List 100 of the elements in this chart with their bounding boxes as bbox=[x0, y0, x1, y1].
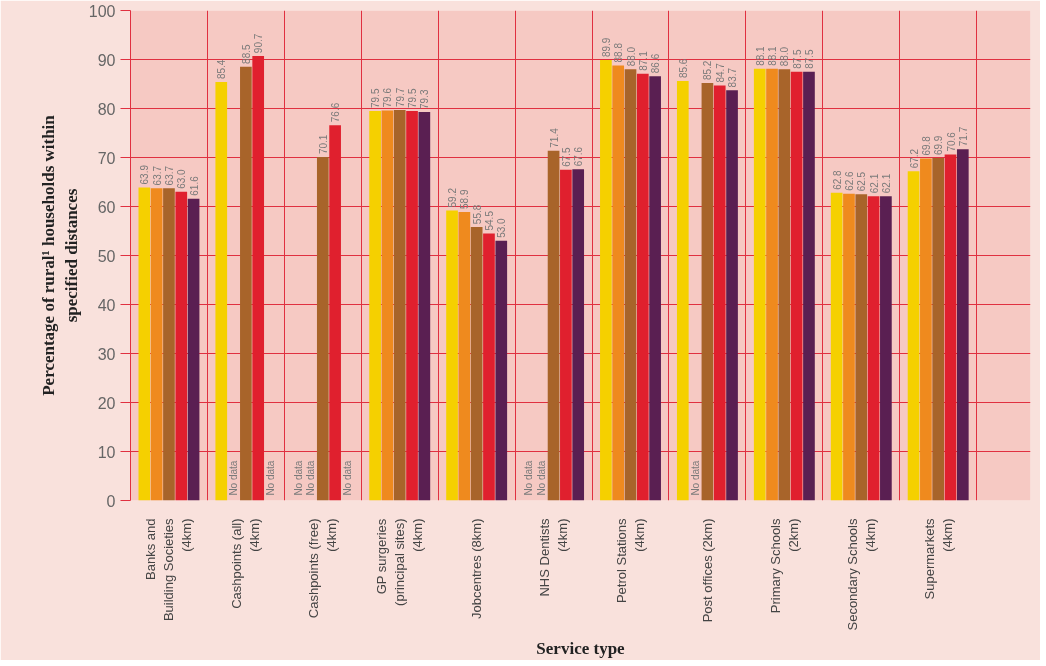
text: No data bbox=[305, 460, 316, 496]
bar bbox=[649, 76, 661, 501]
data-label: 85.4 bbox=[216, 59, 228, 80]
x-tick-label: Petrol Stations (4km) bbox=[614, 518, 647, 604]
bar bbox=[393, 109, 406, 501]
text: No data bbox=[523, 460, 535, 496]
data-label: 83.7 bbox=[727, 67, 739, 88]
bar bbox=[753, 68, 766, 501]
data-label: 79.7 bbox=[394, 87, 406, 108]
data-label: 87.5 bbox=[791, 48, 803, 69]
data-label: 87.5 bbox=[803, 48, 815, 69]
y-tick-label: 10 bbox=[97, 443, 116, 461]
bar bbox=[329, 125, 341, 501]
data-label: 63.0 bbox=[176, 168, 188, 189]
y-tick-label: 20 bbox=[97, 394, 116, 412]
bar bbox=[446, 210, 458, 501]
bar bbox=[880, 196, 892, 501]
data-label: 55.8 bbox=[471, 204, 483, 225]
text: No data bbox=[265, 460, 276, 496]
bar bbox=[612, 65, 625, 501]
data-label: 69.8 bbox=[920, 135, 932, 156]
x-axis-title: Service type bbox=[536, 638, 626, 658]
data-label: 79.5 bbox=[370, 88, 382, 109]
text: No data bbox=[292, 460, 304, 496]
y-tick-label: 80 bbox=[97, 100, 116, 118]
bar bbox=[215, 82, 228, 501]
data-label: 67.5 bbox=[560, 146, 572, 167]
y-tick-label: 70 bbox=[97, 149, 116, 167]
data-label: 88.1 bbox=[767, 45, 779, 66]
y-tick-label: 30 bbox=[97, 345, 116, 363]
data-label: 76.6 bbox=[330, 102, 342, 123]
data-label: 90.7 bbox=[253, 33, 265, 54]
data-label: 88.8 bbox=[613, 42, 625, 63]
data-label: 85.6 bbox=[677, 58, 689, 79]
data-label: 86.6 bbox=[650, 53, 662, 74]
data-label: 88.5 bbox=[240, 44, 252, 64]
bar bbox=[150, 188, 163, 501]
x-tick-label: Cashpoints (free) (4km) bbox=[306, 518, 340, 619]
y-tick-label: 0 bbox=[106, 492, 116, 510]
data-label: 63.7 bbox=[151, 165, 163, 186]
data-label: 58.9 bbox=[459, 189, 471, 209]
data-label: 67.6 bbox=[573, 146, 585, 167]
bar bbox=[418, 111, 431, 501]
text: No data bbox=[535, 460, 547, 496]
bar bbox=[778, 69, 791, 501]
bar bbox=[458, 211, 471, 501]
data-label: 70.1 bbox=[317, 134, 329, 155]
bar bbox=[855, 194, 868, 501]
data-label: 70.6 bbox=[945, 131, 957, 152]
y-tick-label: 40 bbox=[97, 296, 116, 314]
bar bbox=[624, 69, 637, 501]
data-label: 87.1 bbox=[637, 50, 649, 71]
data-label: 85.2 bbox=[702, 60, 714, 81]
bar bbox=[944, 154, 957, 501]
text: No data bbox=[228, 460, 240, 496]
bar bbox=[830, 192, 843, 501]
bar bbox=[766, 68, 778, 501]
bar bbox=[406, 110, 418, 501]
bar bbox=[676, 81, 689, 501]
data-label: 88.0 bbox=[625, 46, 637, 67]
x-tick-label: GP surgeries (principal sites) (4km) bbox=[374, 518, 426, 606]
data-label: 79.3 bbox=[419, 89, 431, 109]
data-label: 84.7 bbox=[714, 62, 726, 83]
bar bbox=[636, 73, 649, 501]
data-label: 62.8 bbox=[831, 169, 843, 190]
data-label: 89.9 bbox=[600, 37, 612, 58]
data-label: 62.1 bbox=[880, 173, 892, 194]
bar bbox=[240, 66, 252, 501]
bar bbox=[713, 85, 726, 501]
bar bbox=[163, 188, 175, 501]
bar bbox=[907, 171, 920, 501]
bar bbox=[547, 150, 560, 501]
data-label: 63.7 bbox=[163, 165, 175, 186]
data-label: 79.5 bbox=[407, 88, 419, 109]
data-label: 79.6 bbox=[382, 87, 394, 108]
bar bbox=[187, 198, 200, 501]
bar bbox=[483, 233, 495, 501]
bar bbox=[316, 157, 329, 501]
bar bbox=[495, 240, 508, 501]
bar bbox=[920, 158, 932, 501]
y-axis-title: Percentage of rural¹ households within specified distances bbox=[39, 114, 81, 396]
data-label: 62.5 bbox=[856, 171, 868, 192]
data-label: 69.9 bbox=[933, 135, 945, 156]
bar bbox=[138, 187, 151, 501]
x-tick-label: Primary Schools (2km) bbox=[767, 518, 801, 614]
bar bbox=[572, 169, 585, 501]
data-label: 61.6 bbox=[188, 175, 200, 196]
bar bbox=[560, 169, 572, 501]
data-label: 67.2 bbox=[908, 148, 920, 169]
x-tick-label: Supermarkets (4km) bbox=[921, 518, 955, 600]
y-tick-label: 60 bbox=[97, 198, 116, 216]
bar bbox=[803, 71, 815, 501]
data-label: 53.0 bbox=[496, 217, 508, 238]
x-tick-label: Cashpoints (all) (4km) bbox=[229, 518, 263, 609]
text: No data bbox=[689, 460, 701, 496]
y-tick-label: 50 bbox=[97, 247, 116, 265]
x-tick-label: Banks and Building Societies (4km) bbox=[143, 518, 195, 622]
bar bbox=[932, 157, 945, 501]
bar bbox=[726, 90, 738, 501]
bar bbox=[175, 191, 188, 501]
